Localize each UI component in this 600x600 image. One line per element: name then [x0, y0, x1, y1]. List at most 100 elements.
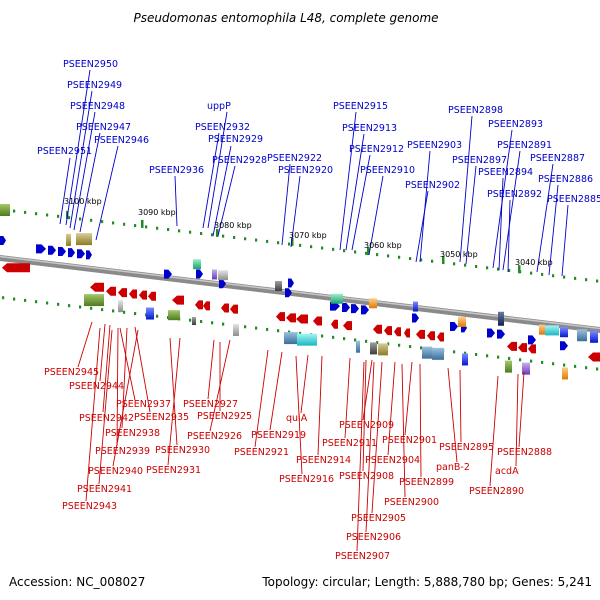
gene-feature-box: [218, 270, 228, 281]
gene-label[interactable]: PSEEN2950: [63, 59, 118, 70]
scale-tick: [376, 253, 379, 257]
gene-label[interactable]: panB-2: [436, 462, 470, 473]
leader-line: [79, 132, 101, 233]
gene-label[interactable]: PSEEN2911: [322, 438, 377, 449]
gene-label[interactable]: PSEEN2913: [342, 123, 397, 134]
leader-line: [401, 363, 406, 498]
gene-label[interactable]: PSEEN2936: [149, 165, 204, 176]
major-tick: [518, 265, 521, 274]
scale-tick: [464, 263, 467, 267]
gene-label[interactable]: PSEEN2914: [296, 455, 351, 466]
gene-features: [0, 204, 600, 380]
gene-label[interactable]: PSEEN2922: [267, 153, 322, 164]
gene-label[interactable]: PSEEN2916: [279, 474, 334, 485]
scale-tick: [266, 327, 269, 331]
scale-tick: [585, 278, 588, 282]
gene-label[interactable]: PSEEN2939: [95, 446, 150, 457]
gene-label[interactable]: PSEEN2898: [448, 105, 503, 116]
gene-label[interactable]: PSEEN2928: [212, 155, 267, 166]
gene-arrow-forward: [487, 328, 495, 338]
gene-label[interactable]: PSEEN2906: [346, 532, 401, 543]
leader-line: [77, 321, 93, 368]
gene-label[interactable]: PSEEN2946: [94, 135, 149, 146]
gene-label[interactable]: PSEEN2909: [339, 420, 394, 431]
gene-label[interactable]: PSEEN2897: [452, 155, 507, 166]
gene-label[interactable]: PSEEN2890: [469, 486, 524, 497]
leader-line: [344, 357, 351, 439]
gene-label[interactable]: PSEEN2951: [37, 146, 92, 157]
gene-feature-box: [0, 204, 10, 216]
gene-label[interactable]: PSEEN2899: [399, 477, 454, 488]
gene-arrow-forward: [361, 305, 369, 315]
gene-label[interactable]: PSEEN2937: [116, 399, 171, 410]
gene-label[interactable]: PSEEN2920: [278, 165, 333, 176]
gene-label[interactable]: PSEEN2895: [439, 442, 494, 453]
gene-label[interactable]: PSEEN2892: [487, 189, 542, 200]
gene-feature-box: [369, 298, 377, 309]
gene-label[interactable]: quiA: [286, 413, 308, 424]
scale-tick: [574, 364, 577, 368]
leader-line: [217, 165, 236, 237]
gene-label[interactable]: PSEEN2902: [405, 180, 460, 191]
gene-label[interactable]: PSEEN2886: [538, 174, 593, 185]
gene-label[interactable]: PSEEN2944: [69, 381, 124, 392]
leader-line: [351, 154, 371, 251]
gene-label[interactable]: PSEEN2893: [488, 119, 543, 130]
gene-arrow-reverse: [416, 329, 425, 339]
gene-label[interactable]: PSEEN2932: [195, 122, 250, 133]
gene-label[interactable]: PSEEN2925: [197, 411, 252, 422]
gene-label[interactable]: PSEEN2910: [360, 165, 415, 176]
gene-label[interactable]: PSEEN2907: [335, 551, 390, 562]
gene-label[interactable]: uppP: [207, 101, 231, 112]
gene-label[interactable]: PSEEN2888: [497, 447, 552, 458]
scale-tick: [101, 308, 104, 312]
major-tick: [442, 256, 445, 265]
gene-label[interactable]: PSEEN2941: [77, 484, 132, 495]
gene-label[interactable]: PSEEN2903: [407, 140, 462, 151]
gene-label[interactable]: PSEEN2912: [349, 144, 404, 155]
gene-label[interactable]: PSEEN2927: [183, 399, 238, 410]
gene-label[interactable]: PSEEN2919: [251, 430, 306, 441]
gene-label[interactable]: acdA: [495, 466, 519, 477]
gene-feature-box: [356, 340, 360, 353]
gene-label[interactable]: PSEEN2915: [333, 101, 388, 112]
gene-label[interactable]: PSEEN2894: [478, 167, 533, 178]
gene-label[interactable]: PSEEN2938: [105, 428, 160, 439]
gene-arrow-forward: [288, 278, 294, 288]
scale-tick: [530, 359, 533, 363]
scale-tick: [178, 229, 181, 233]
gene-label[interactable]: PSEEN2945: [44, 367, 99, 378]
gene-label[interactable]: PSEEN2905: [351, 513, 406, 524]
scale-tick: [343, 337, 346, 341]
gene-label[interactable]: PSEEN2921: [234, 447, 289, 458]
gene-label[interactable]: PSEEN2901: [382, 435, 437, 446]
gene-label[interactable]: PSEEN2935: [134, 412, 189, 423]
scale-tick: [464, 351, 467, 355]
gene-label[interactable]: PSEEN2940: [88, 466, 143, 477]
gene-label[interactable]: PSEEN2891: [497, 140, 552, 151]
gene-label[interactable]: PSEEN2900: [384, 497, 439, 508]
gene-label[interactable]: PSEEN2908: [339, 471, 394, 482]
accession-text: Accession: NC_008027: [9, 575, 145, 589]
gene-label[interactable]: PSEEN2930: [155, 445, 210, 456]
scale-tick: [222, 322, 225, 326]
gene-label[interactable]: PSEEN2887: [530, 153, 585, 164]
leader-line: [371, 361, 383, 514]
gene-label[interactable]: PSEEN2926: [187, 431, 242, 442]
gene-feature-box: [560, 327, 568, 338]
reverse-gene-labels: PSEEN2945 PSEEN2944 PSEEN2937 PSEEN2942 …: [44, 367, 552, 562]
scale-tick: [222, 234, 225, 238]
gene-label[interactable]: PSEEN2948: [70, 101, 125, 112]
leader-line: [98, 329, 113, 485]
gene-label[interactable]: PSEEN2885: [547, 194, 600, 205]
scale-tick: [486, 354, 489, 358]
gene-label[interactable]: PSEEN2929: [208, 134, 263, 145]
gene-label[interactable]: PSEEN2947: [76, 122, 131, 133]
gene-feature-box: [297, 333, 317, 346]
gene-label[interactable]: PSEEN2942: [79, 413, 134, 424]
scale-tick: [321, 246, 324, 250]
gene-label[interactable]: PSEEN2904: [365, 455, 420, 466]
gene-label[interactable]: PSEEN2931: [146, 465, 201, 476]
gene-label[interactable]: PSEEN2949: [67, 80, 122, 91]
gene-label[interactable]: PSEEN2943: [62, 501, 117, 512]
